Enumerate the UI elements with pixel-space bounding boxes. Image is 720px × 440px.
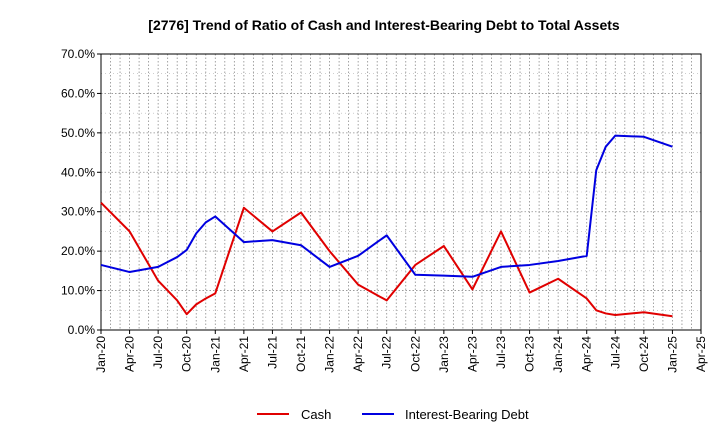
x-tick-label: Apr-23	[465, 336, 479, 372]
x-tick-label: Jul-23	[494, 336, 508, 369]
plot-frame	[100, 53, 702, 331]
x-tick-label: Apr-24	[580, 336, 594, 372]
x-tick-label: Jul-22	[380, 336, 394, 369]
chart-title: [2776] Trend of Ratio of Cash and Intere…	[148, 17, 620, 33]
x-tick-label: Apr-25	[694, 336, 708, 372]
x-tick-label: Jan-25	[665, 336, 679, 373]
y-tick-label: 10.0%	[61, 284, 95, 298]
x-tick-label: Oct-23	[523, 336, 537, 372]
x-tick-label: Apr-21	[237, 336, 251, 372]
y-tick-label: 30.0%	[61, 205, 95, 219]
x-tick-label: Jul-21	[265, 336, 279, 369]
x-tick-label: Oct-24	[637, 336, 651, 372]
y-tick-label: 20.0%	[61, 244, 95, 258]
x-tick-label: Jan-21	[208, 336, 222, 373]
x-tick-label: Jul-20	[151, 336, 165, 369]
y-tick-label: 50.0%	[61, 126, 95, 140]
y-tick-label: 60.0%	[61, 86, 95, 100]
x-tick-label: Apr-22	[351, 336, 365, 372]
x-tick-label: Oct-20	[180, 336, 194, 372]
x-tick-label: Oct-22	[408, 336, 422, 372]
series-line-cash	[100, 201, 673, 318]
y-tick-label: 40.0%	[61, 165, 95, 179]
y-tick-label: 0.0%	[68, 323, 96, 337]
x-tick-label: Oct-21	[294, 336, 308, 372]
x-tick-label: Jul-24	[608, 336, 622, 369]
x-tick-label: Jan-23	[437, 336, 451, 373]
x-tick-label: Jan-22	[323, 336, 337, 373]
x-tick-label: Jan-24	[551, 336, 565, 373]
legend-label: Cash	[301, 407, 331, 422]
x-tick-label: Apr-20	[123, 336, 137, 372]
series-line-interest-bearing-debt	[100, 134, 673, 278]
legend-label: Interest-Bearing Debt	[405, 407, 529, 422]
y-tick-label: 70.0%	[61, 47, 95, 61]
x-tick-label: Jan-20	[94, 336, 108, 373]
plot-area: 0.0% 10.0% 20.0% 30.0% 40.0% 50.0% 60.0% 70.0% J…	[61, 47, 708, 373]
legend: Cash Interest-Bearing Debt	[257, 407, 529, 422]
